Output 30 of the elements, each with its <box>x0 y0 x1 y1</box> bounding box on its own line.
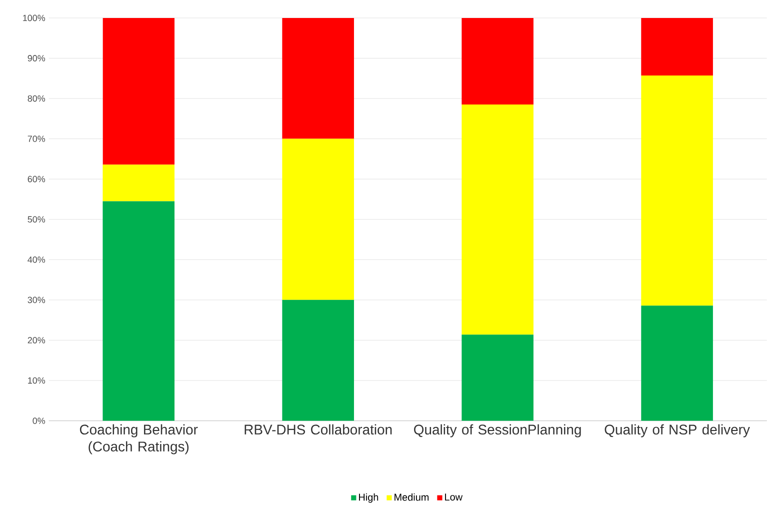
x-tick-label: Quality of NSP delivery <box>604 424 750 438</box>
y-tick-label: 100% <box>23 14 46 22</box>
bar <box>641 75 713 306</box>
y-tick-label: 30% <box>28 296 46 304</box>
bar <box>282 18 354 139</box>
bar <box>462 18 534 104</box>
y-tick-label: 50% <box>28 216 46 222</box>
bar <box>462 104 534 335</box>
y-tick-label: 40% <box>28 256 46 263</box>
y-tick-label: 20% <box>28 336 46 344</box>
y-tick-label: 80% <box>28 95 46 102</box>
bar <box>641 18 713 76</box>
y-tick-label: 70% <box>28 136 46 142</box>
legend-label: Low <box>445 494 463 501</box>
y-tick-label: 10% <box>28 377 46 384</box>
x-tick-label: Coaching Behavior (Coach Ratings) <box>80 424 198 454</box>
y-tick-label: 0% <box>32 418 46 424</box>
bar <box>102 164 175 202</box>
x-tick-label: RBV-DHS Collaboration <box>244 424 392 434</box>
x-tick-label: Quality of SessionPlanning <box>414 424 581 438</box>
bar <box>462 334 534 421</box>
bar <box>282 138 354 300</box>
legend-label: High <box>359 493 378 503</box>
bar <box>102 201 175 421</box>
y-tick-label: 90% <box>28 54 46 62</box>
legend-label: Medium <box>394 493 429 501</box>
bar <box>641 306 713 421</box>
bar <box>282 300 354 421</box>
bar <box>102 18 175 165</box>
y-tick-label: 60% <box>28 176 46 182</box>
